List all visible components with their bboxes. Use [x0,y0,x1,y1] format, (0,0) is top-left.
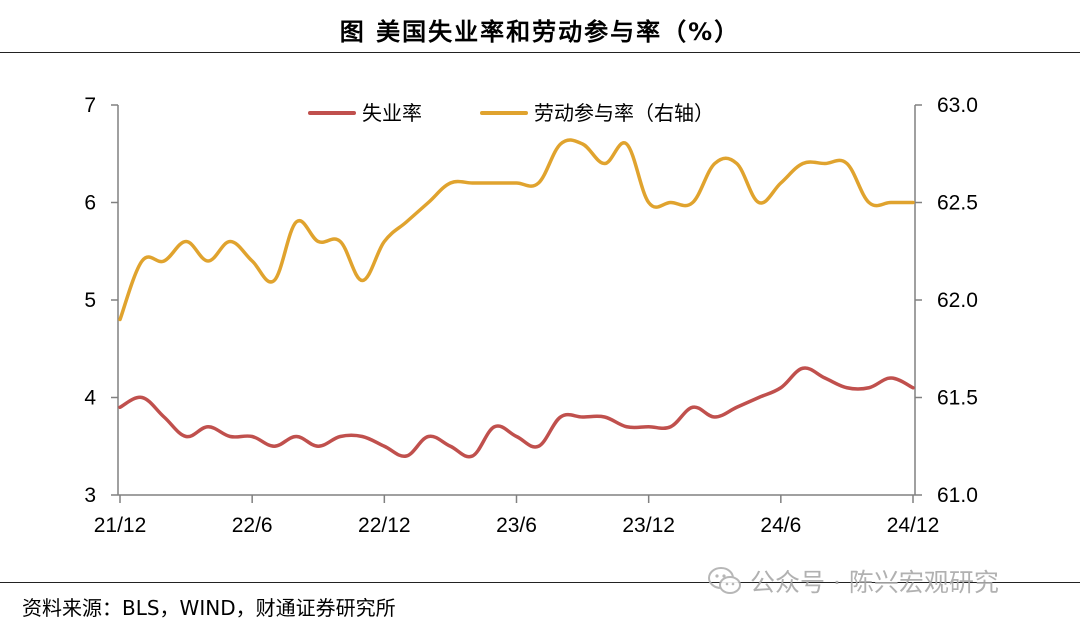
title-divider [0,52,1080,53]
x-tick-label: 22/12 [358,514,411,537]
right-tick-label: 62.0 [937,289,978,312]
x-tick-label: 24/12 [887,514,940,537]
legend-label: 劳动参与率（右轴） [534,101,714,125]
chart: 3 4 5 6 7 61.0 61.5 62.0 62.5 63.0 21/12 22/6 22/12 2… [84,94,978,537]
series-line-participation [118,138,915,322]
left-tick-label: 5 [84,289,96,312]
watermark-text: 公众号 · 陈兴宏观研究 [750,568,999,597]
right-tick-label: 63.0 [937,94,978,117]
footer-divider [0,582,1080,583]
right-tick-label: 61.0 [937,484,978,507]
legend-item-participation: 劳动参与率（右轴） [480,101,714,125]
source-note: 资料来源：BLS，WIND，财通证券研究所 [22,596,396,620]
x-tick-label: 23/6 [496,514,537,537]
left-tick-label: 3 [84,484,96,507]
left-tick-label: 4 [84,387,96,410]
series-line-unemployment [118,366,915,459]
wechat-icon [708,567,741,594]
chart-title: 图 美国失业率和劳动参与率（%） [339,18,741,46]
x-tick-label: 24/6 [760,514,801,537]
legend-item-unemployment: 失业率 [308,101,422,125]
legend-label: 失业率 [362,101,422,125]
watermark: 公众号 · 陈兴宏观研究 [708,563,999,599]
right-tick-label: 62.5 [937,192,978,215]
left-tick-label: 6 [84,192,96,215]
left-tick-label: 7 [84,94,96,117]
x-tick-label: 23/12 [622,514,675,537]
x-tick-label: 21/12 [94,514,147,537]
right-tick-label: 61.5 [937,387,978,410]
x-tick-label: 22/6 [232,514,273,537]
